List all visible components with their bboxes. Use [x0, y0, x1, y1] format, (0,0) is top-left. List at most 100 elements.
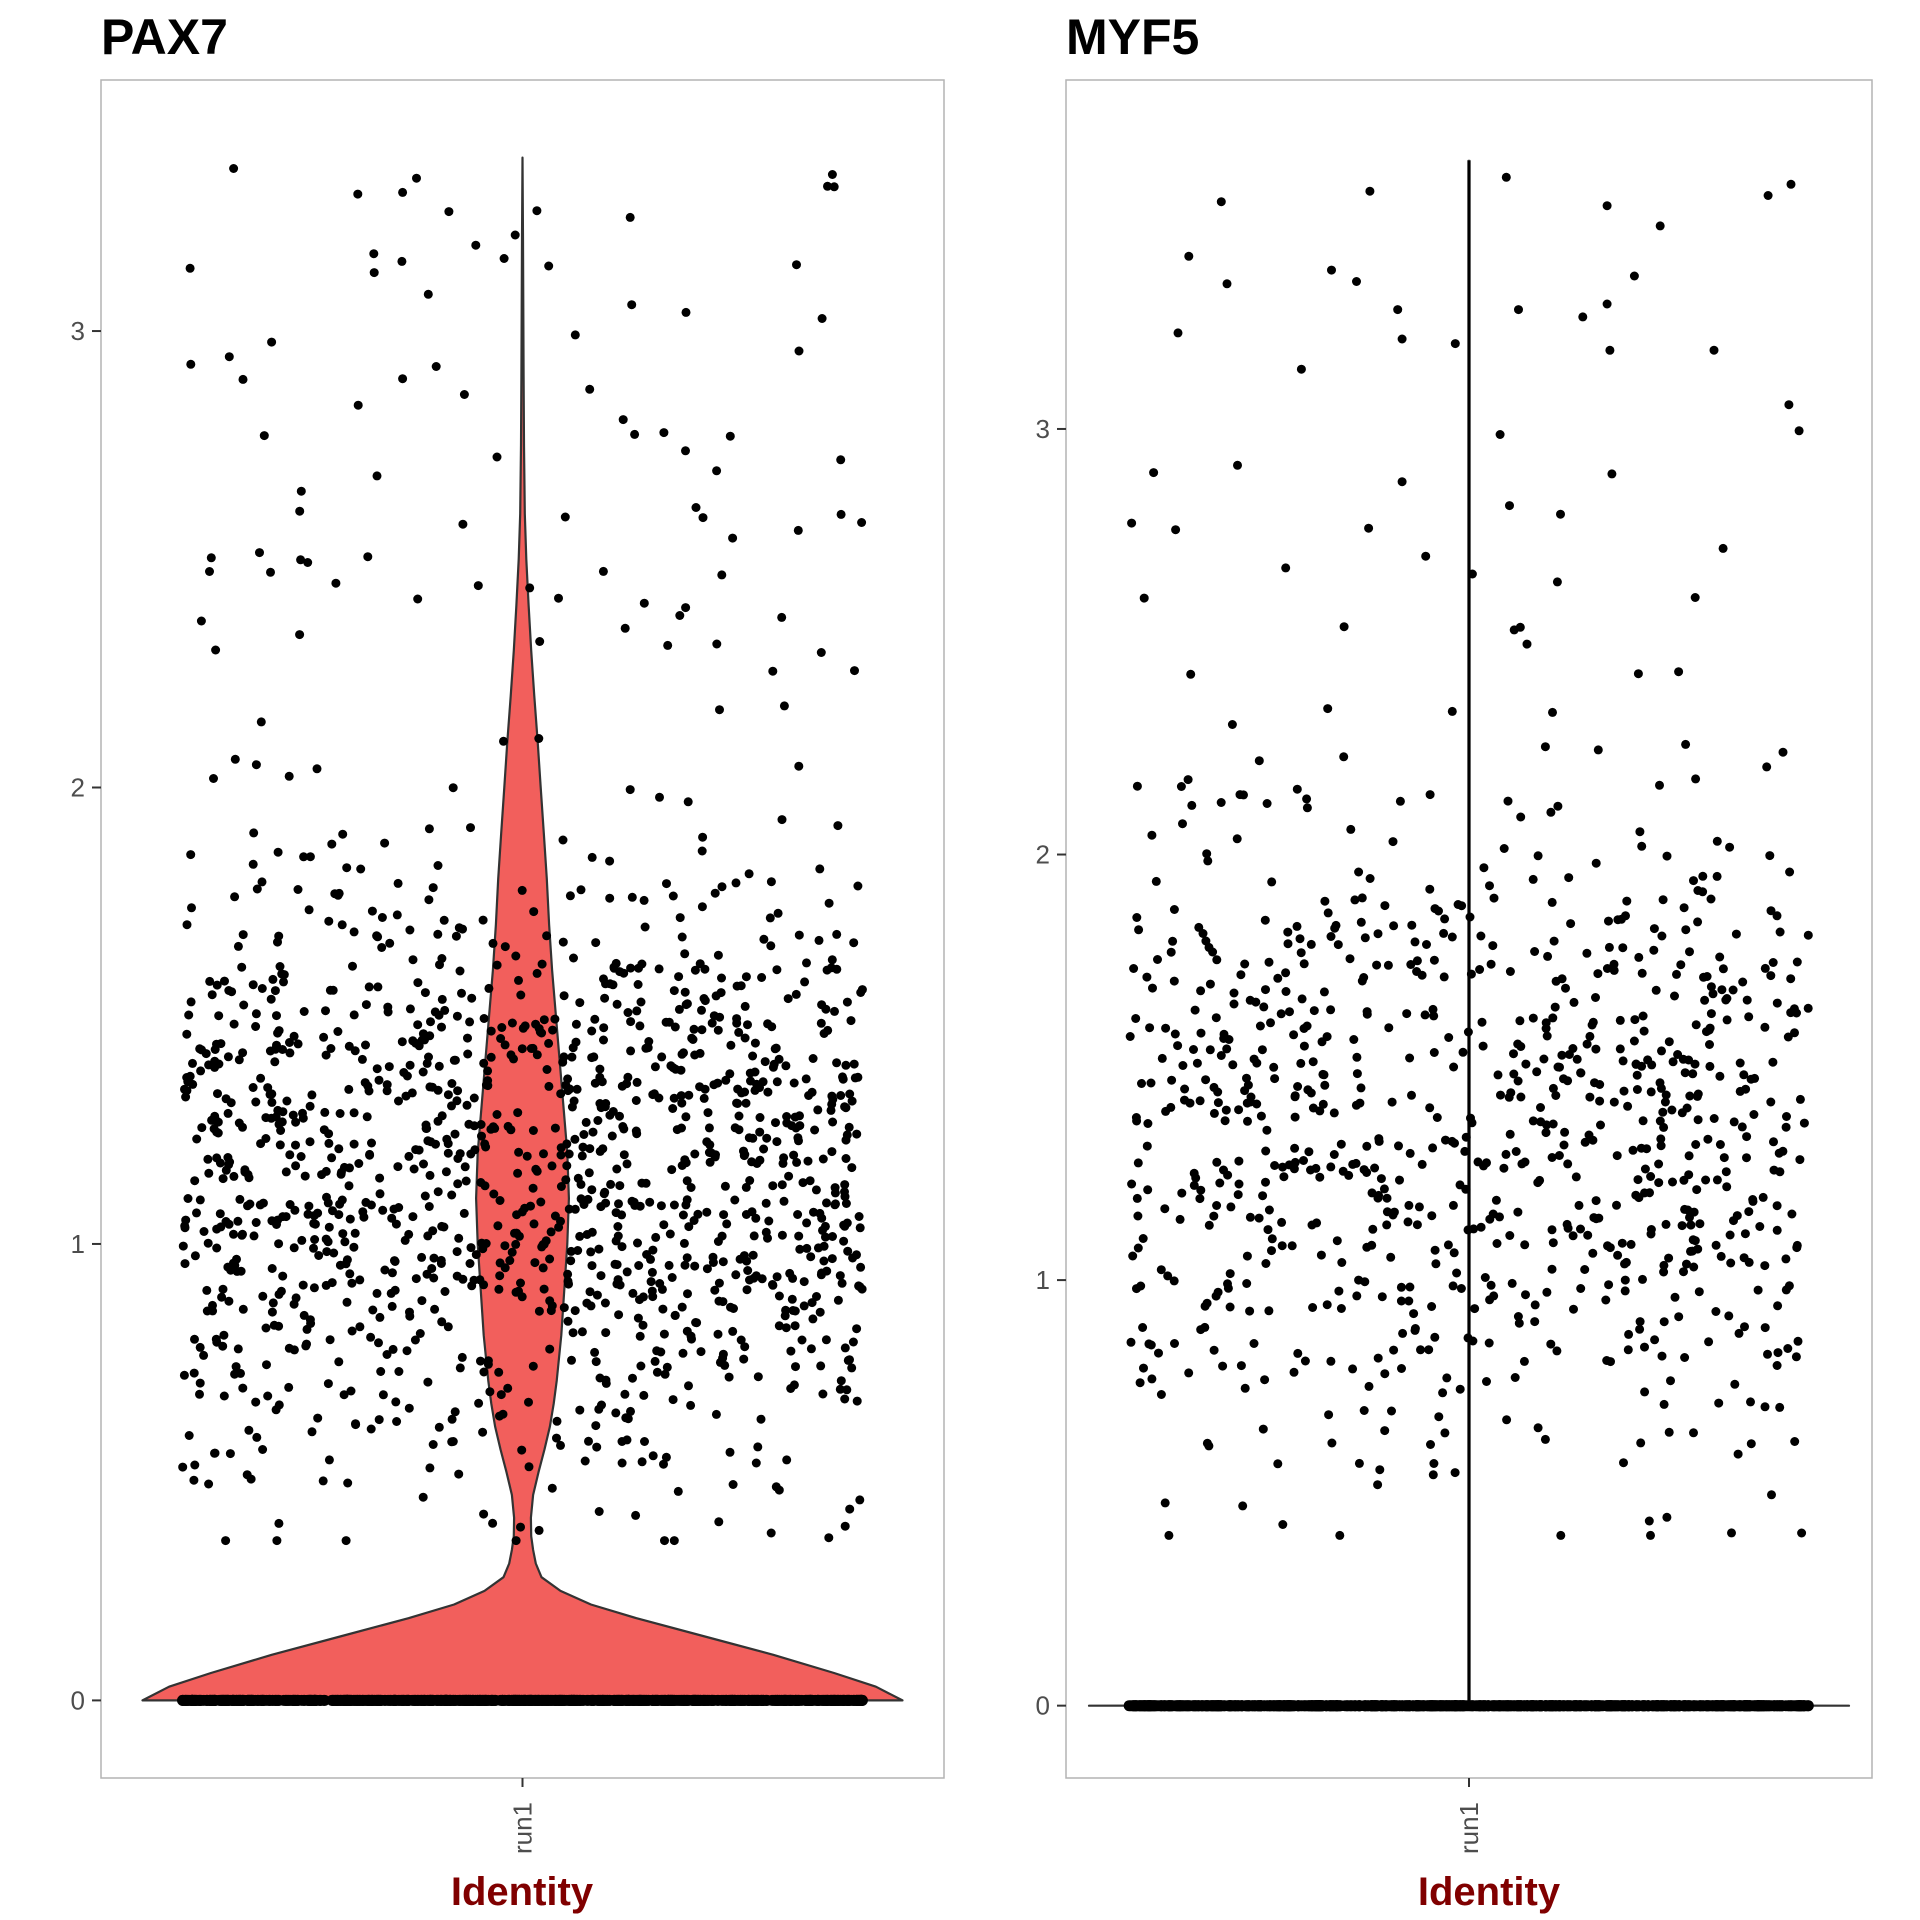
data-point	[1163, 1271, 1173, 1281]
data-point	[1452, 1700, 1463, 1712]
data-point	[278, 1045, 287, 1054]
data-point	[378, 1205, 388, 1215]
data-point	[760, 1057, 770, 1067]
data-point	[238, 374, 248, 384]
data-point	[1356, 1083, 1366, 1093]
data-point	[1290, 1157, 1300, 1167]
data-point	[720, 1181, 730, 1191]
data-point	[705, 1140, 715, 1150]
data-point	[690, 1261, 700, 1271]
data-point	[1347, 1700, 1359, 1712]
data-point	[256, 1073, 266, 1083]
data-point	[612, 1164, 622, 1174]
data-point	[1238, 1501, 1248, 1511]
data-point	[1718, 964, 1728, 974]
data-point	[341, 1536, 351, 1546]
data-point	[728, 1480, 738, 1489]
data-point	[1656, 1134, 1666, 1144]
data-point	[450, 1407, 460, 1417]
data-point	[186, 850, 196, 860]
data-point	[681, 446, 690, 456]
points-layer	[177, 164, 868, 1706]
data-point	[195, 1195, 205, 1205]
data-point	[1365, 186, 1375, 196]
data-point	[619, 968, 629, 978]
data-point	[704, 1148, 714, 1157]
data-point	[471, 1250, 481, 1260]
data-point	[608, 1107, 618, 1116]
data-point	[224, 352, 234, 362]
data-point	[1283, 939, 1293, 949]
data-point	[1662, 851, 1672, 861]
data-point	[1509, 1049, 1518, 1059]
data-point	[380, 838, 390, 848]
data-point	[751, 1458, 761, 1468]
data-point	[212, 1243, 222, 1253]
data-point	[1711, 1240, 1721, 1250]
data-point	[267, 337, 277, 347]
data-point	[852, 1250, 861, 1260]
data-point	[1722, 1015, 1732, 1025]
data-point	[652, 1367, 662, 1377]
data-point	[1615, 1015, 1625, 1025]
data-point	[689, 1024, 699, 1034]
data-point	[734, 1027, 744, 1037]
data-point	[1220, 1116, 1230, 1126]
data-point	[221, 1536, 231, 1546]
data-point	[199, 1227, 209, 1236]
data-point	[596, 1694, 608, 1706]
data-point	[1307, 1220, 1317, 1230]
data-point	[514, 1286, 523, 1296]
data-point	[1485, 1214, 1495, 1224]
data-point	[1639, 1026, 1649, 1036]
data-point	[1520, 1157, 1530, 1167]
data-point	[410, 1335, 420, 1345]
y-tick-label: 0	[71, 1685, 85, 1715]
data-point	[1226, 1202, 1236, 1212]
data-point	[1662, 1512, 1672, 1522]
data-point	[1326, 1356, 1336, 1366]
data-point	[1395, 1175, 1404, 1185]
data-point	[1273, 973, 1283, 983]
data-point	[1382, 1193, 1392, 1203]
data-point	[1619, 1458, 1628, 1468]
data-point	[550, 1014, 560, 1024]
data-point	[1651, 985, 1661, 995]
data-point	[513, 1108, 523, 1118]
data-point	[291, 1161, 301, 1171]
data-point	[783, 994, 793, 1004]
data-point	[686, 1183, 696, 1192]
data-point	[788, 1273, 798, 1283]
data-point	[350, 1228, 360, 1238]
data-point	[699, 1093, 709, 1103]
data-point	[1257, 1045, 1267, 1055]
data-point	[289, 1031, 299, 1041]
data-point	[1133, 1158, 1143, 1168]
data-point	[618, 415, 628, 425]
data-point	[335, 1260, 345, 1270]
data-point	[1429, 955, 1439, 965]
data-point	[1209, 1108, 1219, 1118]
data-point	[348, 961, 357, 971]
data-point	[269, 1694, 281, 1706]
data-point	[463, 1049, 473, 1059]
data-point	[1137, 1079, 1146, 1088]
data-point	[847, 1163, 857, 1173]
data-point	[797, 1335, 807, 1345]
data-point	[576, 885, 586, 895]
data-point	[499, 254, 509, 263]
data-point	[669, 986, 679, 996]
data-point	[1476, 1222, 1486, 1232]
data-point	[1679, 903, 1689, 913]
data-point	[1292, 1700, 1304, 1712]
data-point	[189, 1475, 199, 1485]
data-point	[299, 1007, 309, 1016]
data-point	[680, 949, 690, 959]
data-point	[803, 1156, 813, 1166]
data-point	[1505, 501, 1514, 511]
data-point	[466, 1149, 476, 1159]
data-point	[1309, 1006, 1319, 1016]
data-point	[579, 1200, 589, 1209]
data-point	[1161, 1023, 1171, 1033]
data-point	[630, 1200, 640, 1210]
